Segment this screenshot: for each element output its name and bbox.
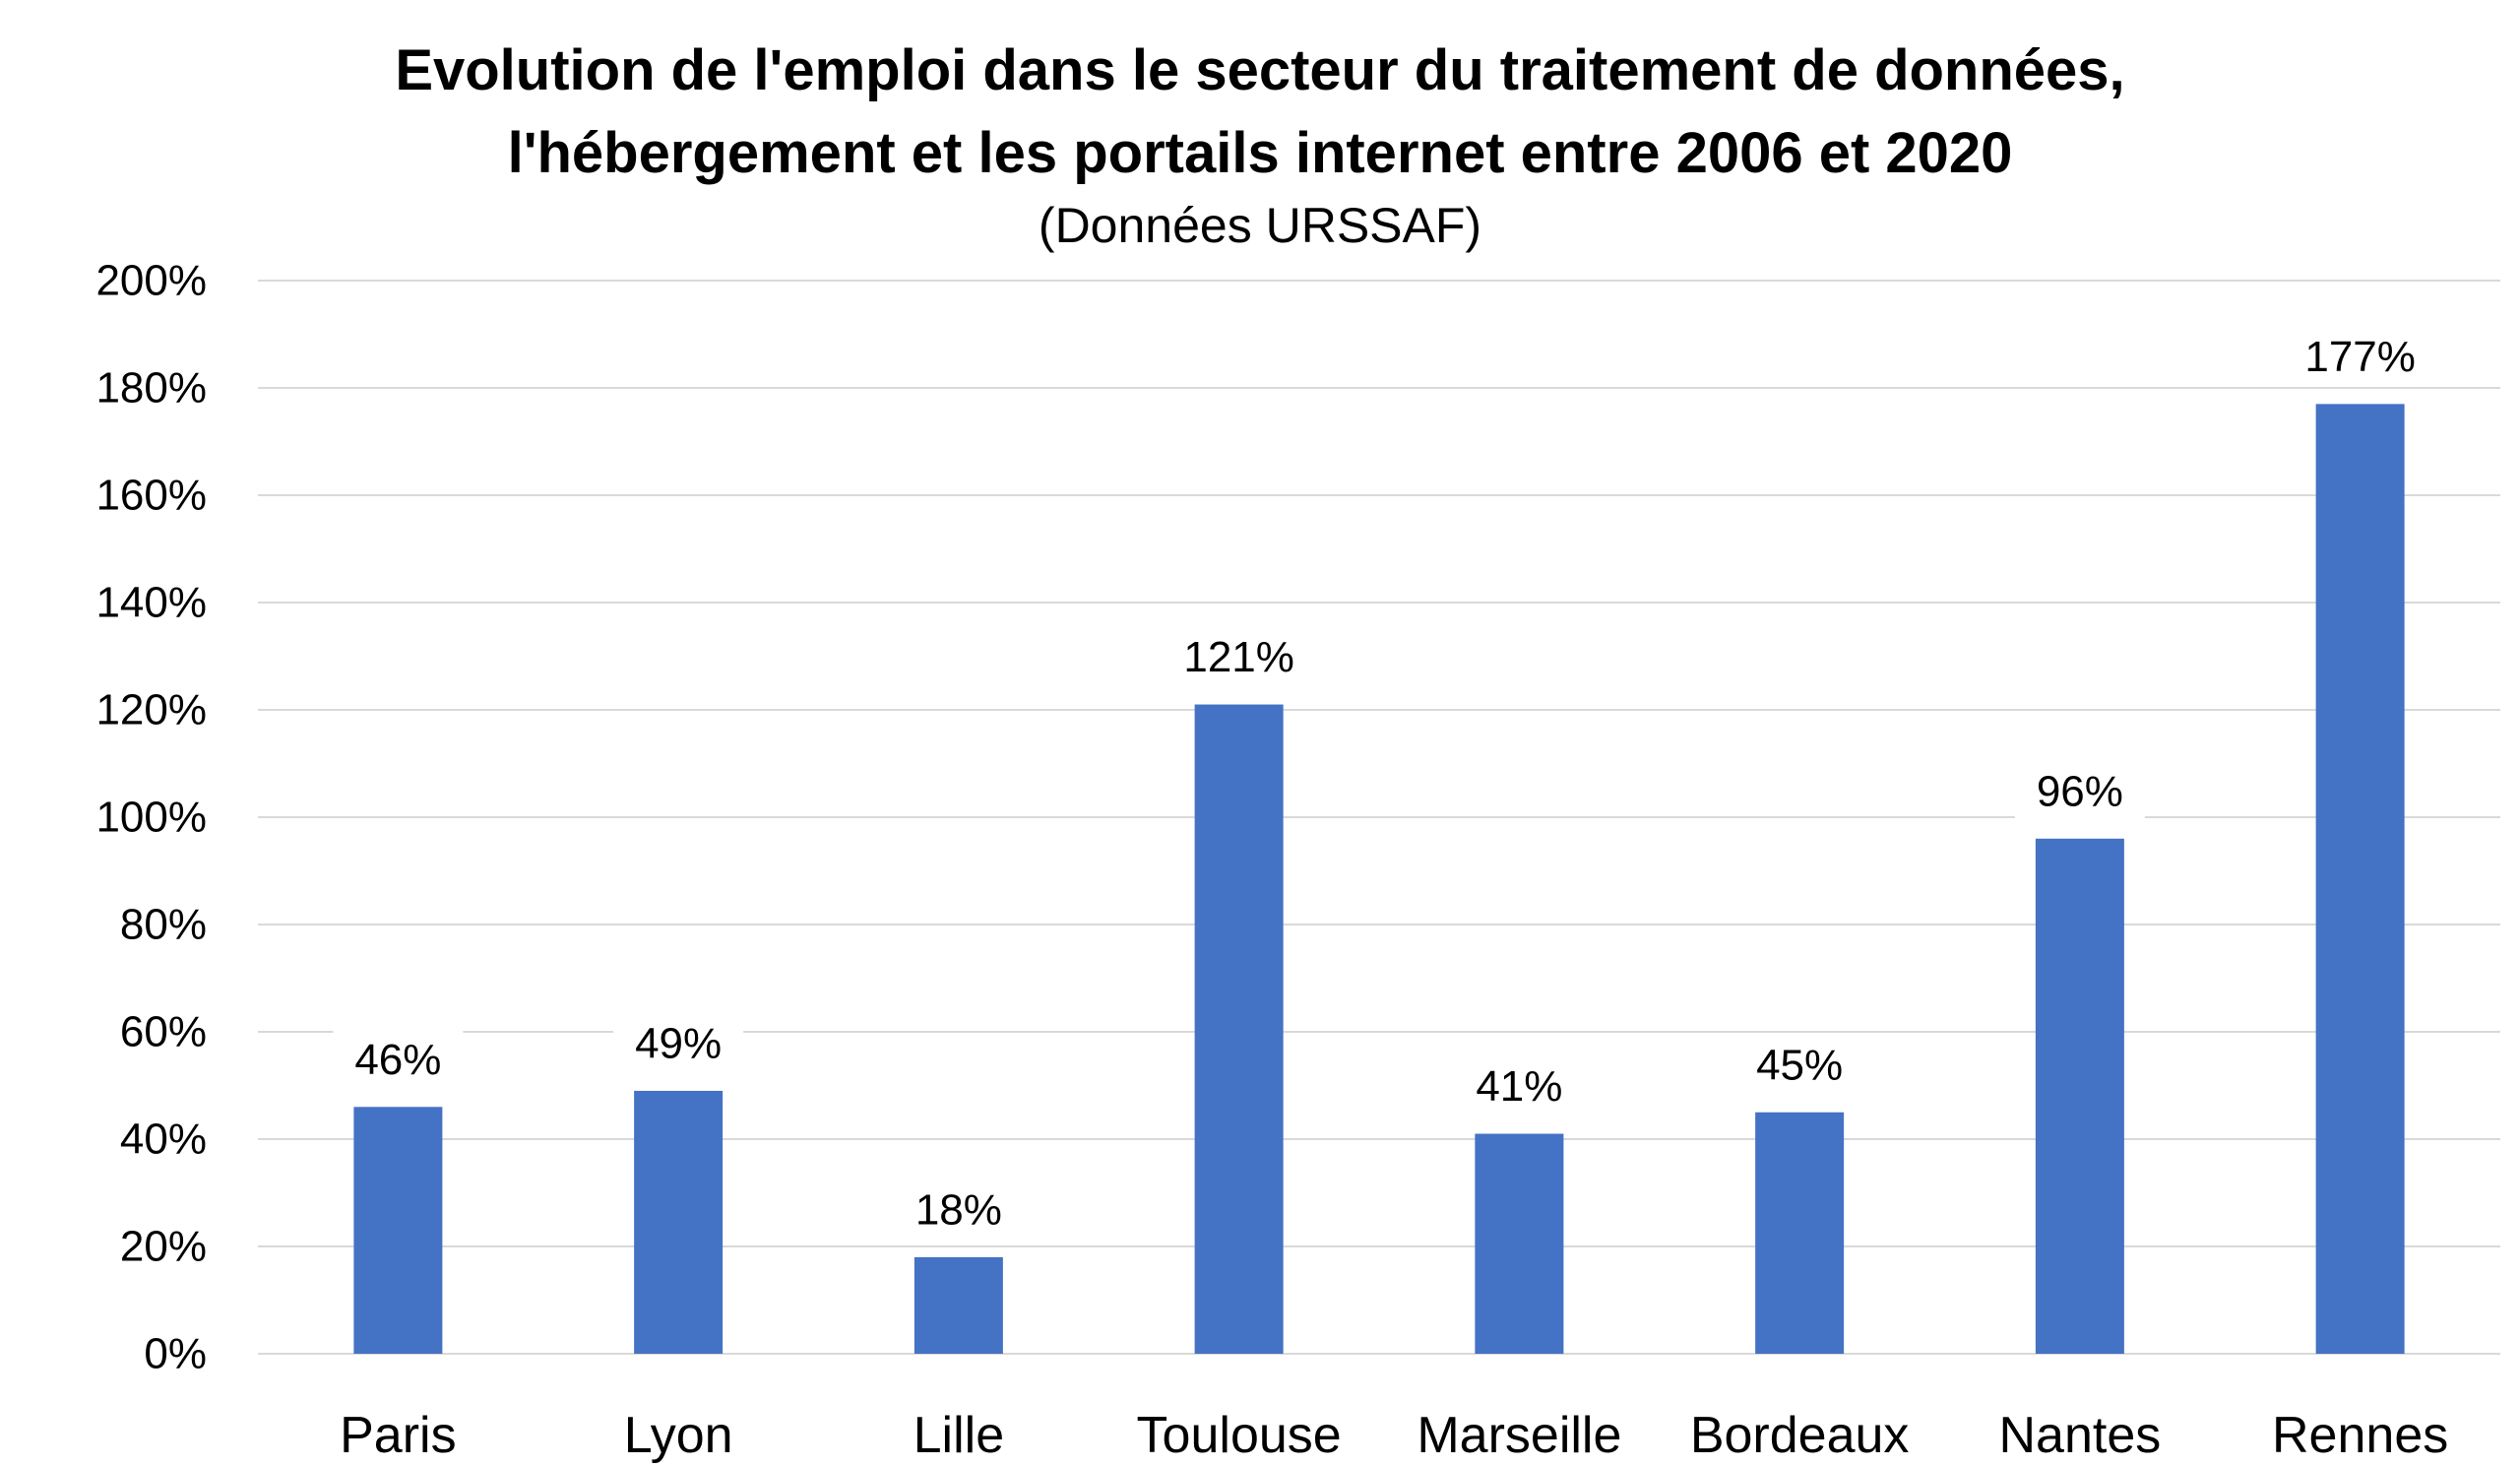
data-label: 41% <box>1476 1062 1562 1111</box>
y-axis-tick-labels: 0% 20% 40% 60% 80% 100% 120% 140% 160% 180% 200% <box>95 257 207 1378</box>
bar-rennes <box>2315 404 2405 1355</box>
data-labels: 46% 49% 18% 121% 41% 45% 96% 177% <box>333 327 2426 1240</box>
data-label-background <box>613 1013 744 1073</box>
data-label: 45% <box>1756 1041 1843 1089</box>
data-label-background <box>2014 761 2145 821</box>
chart-title-block: Evolution de l'emploi dans le secteur du… <box>0 30 2520 256</box>
data-label: 96% <box>2037 767 2123 815</box>
y-tick-label: 200% <box>95 257 207 305</box>
y-tick-label: 80% <box>120 901 207 949</box>
y-tick-label: 120% <box>95 686 207 734</box>
y-tick-label: 180% <box>95 364 207 413</box>
data-label-background <box>893 1179 1024 1240</box>
bar-lyon <box>634 1090 724 1354</box>
y-tick-label: 0% <box>144 1330 207 1378</box>
bar-toulouse <box>1194 704 1284 1354</box>
y-tick-label: 140% <box>95 579 207 627</box>
data-label-background <box>1734 1035 1865 1095</box>
bars <box>353 404 2405 1355</box>
chart-title-line-2: l'hébergement et les portails internet e… <box>507 121 2013 185</box>
y-tick-label: 40% <box>120 1115 207 1164</box>
data-label-background <box>2295 327 2426 387</box>
x-category-label: Lyon <box>624 1407 733 1464</box>
bar-paris <box>353 1107 443 1354</box>
x-category-label: Lille <box>914 1407 1005 1464</box>
x-category-label: Nantes <box>1998 1407 2161 1464</box>
bar-bordeaux <box>1755 1112 1845 1354</box>
chart-title-line-1: Evolution de l'emploi dans le secteur du… <box>395 38 2125 102</box>
y-tick-label: 100% <box>95 794 207 842</box>
x-category-label: Rennes <box>2272 1407 2448 1464</box>
data-label: 18% <box>915 1185 1002 1234</box>
data-label: 49% <box>635 1019 722 1067</box>
x-category-label: Toulouse <box>1137 1407 1342 1464</box>
y-tick-label: 160% <box>95 472 207 520</box>
x-category-label: Bordeaux <box>1690 1407 1910 1464</box>
y-tick-label: 20% <box>120 1223 207 1271</box>
data-label-background <box>1173 627 1304 687</box>
gridlines <box>258 280 2500 1355</box>
bar-nantes <box>2035 838 2124 1354</box>
data-label: 177% <box>2304 333 2416 381</box>
data-label-background <box>1454 1056 1585 1116</box>
bar-lille <box>914 1256 1003 1354</box>
y-tick-label: 60% <box>120 1008 207 1056</box>
data-label-background <box>333 1030 464 1090</box>
chart-subtitle: (Données URSSAF) <box>1038 198 1482 253</box>
x-category-label: Marseille <box>1417 1407 1621 1464</box>
data-label: 46% <box>354 1036 441 1084</box>
data-label: 121% <box>1183 633 1294 681</box>
x-category-label: Paris <box>340 1407 456 1464</box>
bar-marseille <box>1475 1133 1564 1354</box>
x-axis-category-labels: Paris Lyon Lille Toulouse Marseille Bordeaux N… <box>340 1407 2448 1464</box>
